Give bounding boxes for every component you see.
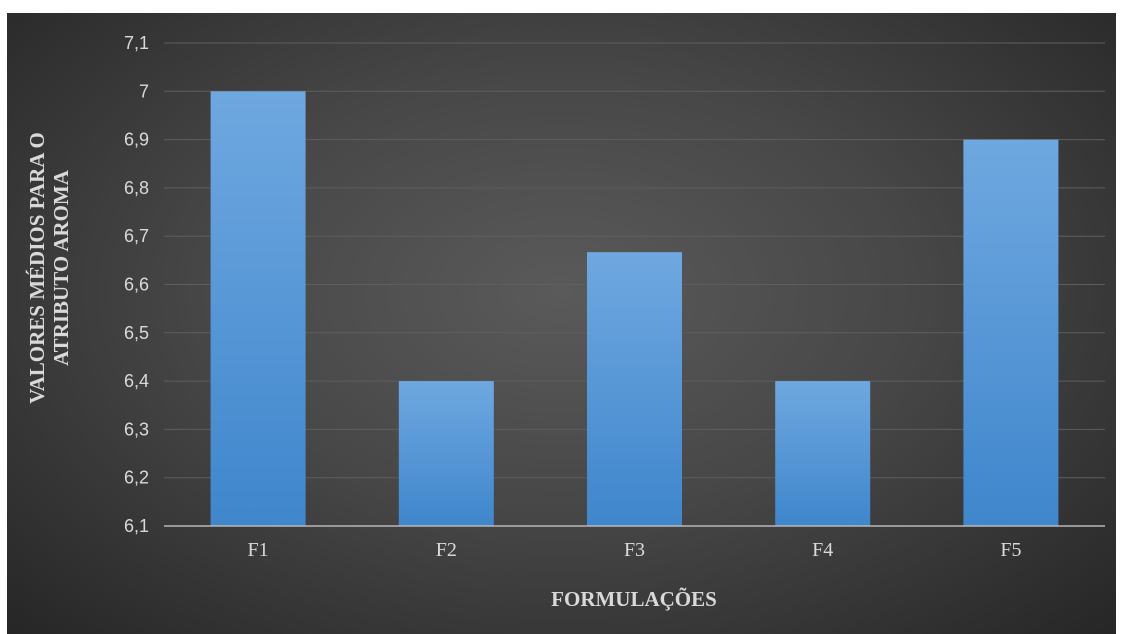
y-tick-label: 6,2 [124, 468, 149, 488]
y-tick-label: 7 [139, 81, 149, 101]
bars [210, 91, 1059, 527]
y-tick-label: 6,8 [124, 178, 149, 198]
x-tick-labels: F1 F2 F3 F4 F5 [248, 539, 1022, 561]
y-axis-title-line-2: ATRIBUTO AROMA [49, 169, 73, 366]
y-tick-label: 6,3 [124, 419, 149, 439]
y-tick-label: 6,4 [124, 371, 149, 391]
bar-f3 [587, 252, 682, 527]
y-tick-label: 6,6 [124, 275, 149, 295]
bar-chart: 6,1 6,2 6,3 6,4 6,5 6,6 6,7 6,8 6,9 7 7,1 F1 F2 F3 F4… [25, 33, 1105, 611]
x-tick-label: F3 [624, 539, 645, 561]
y-tick-label: 6,9 [124, 130, 149, 150]
x-axis-title: FORMULAÇÕES [551, 587, 717, 611]
x-tick-label: F5 [1000, 539, 1021, 561]
y-axis-title: VALORES MÉDIOS PARA O ATRIBUTO AROMA [25, 132, 73, 404]
bar-f4 [775, 381, 871, 526]
x-tick-label: F2 [436, 539, 457, 561]
y-tick-label: 6,1 [124, 516, 149, 536]
y-tick-label: 6,7 [124, 226, 149, 246]
y-tick-label: 6,5 [124, 323, 149, 343]
y-tick-label: 7,1 [124, 33, 149, 53]
x-tick-label: F1 [248, 539, 269, 561]
bar-f2 [398, 381, 494, 526]
x-tick-label: F4 [812, 539, 833, 561]
bar-f1 [210, 91, 306, 527]
y-tick-labels: 6,1 6,2 6,3 6,4 6,5 6,6 6,7 6,8 6,9 7 7,1 [124, 33, 149, 536]
bar-f5 [963, 139, 1059, 526]
y-axis-title-line-1: VALORES MÉDIOS PARA O [25, 132, 49, 404]
chart-area: 6,1 6,2 6,3 6,4 6,5 6,6 6,7 6,8 6,9 7 7,1 F1 F2 F3 F4… [7, 13, 1116, 634]
